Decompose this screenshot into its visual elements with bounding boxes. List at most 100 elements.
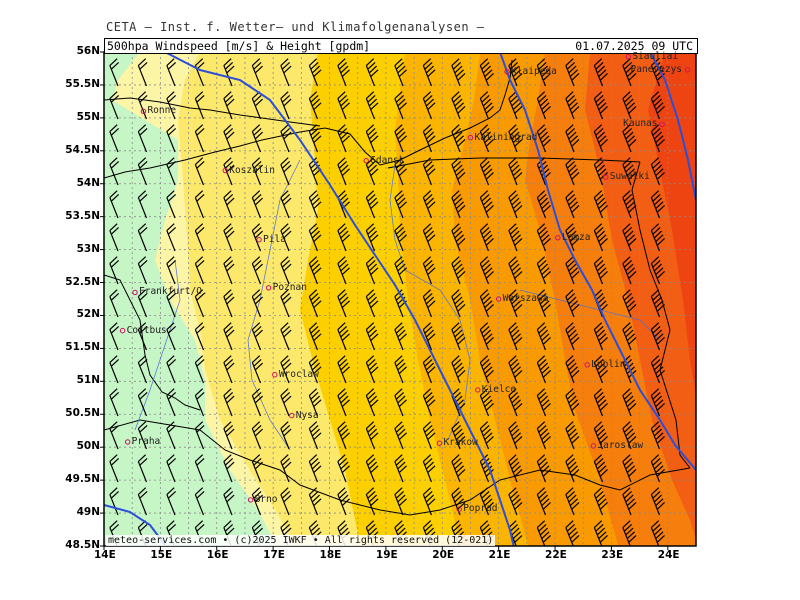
wind-barb-feather [424,391,433,400]
wind-barb-feather [569,366,578,375]
wind-barb-feather [422,421,432,430]
wind-barb-feather [484,267,493,276]
wind-barb-feather [166,388,175,397]
wind-barb-feather [313,201,322,210]
wind-barb-feather [571,502,580,510]
wind-barb-feather [397,428,406,437]
wind-barb-feather [253,61,262,70]
wind-barb-feather [340,461,349,470]
wind-barb-feather [481,193,490,202]
wind-barb-feather [451,454,460,463]
wind-barb-feather [596,131,606,140]
wind-barb-feather [166,91,175,100]
wind-barb-feather [223,487,232,496]
city-label: Ronne [147,105,177,117]
wind-barb-feather [341,432,350,441]
wind-barb-feather [137,91,147,100]
wind-barb-feather [536,124,546,133]
wind-barb-feather [425,263,435,272]
wind-barb-feather [367,193,376,202]
wind-barb-feather [109,190,118,199]
wind-barb-feather [485,436,494,444]
wind-barb-feather [427,366,436,375]
wind-barb-feather [511,296,520,305]
wind-barb-feather [626,102,635,111]
wind-barb-feather [370,168,379,177]
wind-barb-feather [109,289,118,298]
wind-barb-feather [280,190,289,199]
wind-barb-feather [655,399,664,408]
wind-barb-feather [623,259,633,268]
wind-barb-feather [481,61,490,70]
wind-barb-feather [368,131,378,140]
wind-barb-feather [599,106,608,114]
wind-barb-feather [593,355,603,364]
wind-barb-feather [370,333,379,342]
wind-barb-feather [310,259,319,268]
wind-barb-feather [451,190,460,199]
wind-barb-feather [509,457,519,466]
wind-barb-feather [656,304,665,312]
wind-barb-feather [565,487,574,496]
wind-barb-feather [598,432,607,441]
wind-barb-feather [167,457,177,466]
wind-barb-feather [566,490,576,499]
wind-barb-feather [625,65,634,74]
wind-barb-feather [397,197,406,206]
wind-barb-feather [110,424,120,433]
wind-barb-feather [514,502,523,510]
wind-barb-feather [365,91,375,100]
wind-barb-feather [652,391,661,400]
wind-barb-feather [568,329,577,338]
wind-barb-feather [311,98,321,107]
wind-barb-feather [452,358,462,367]
wind-barb-feather [569,300,578,309]
wind-barb-feather [226,65,235,74]
wind-barb-feather [625,131,634,140]
wind-barb-feather [479,58,489,67]
wind-barb-feather [454,296,463,305]
wind-barb-feather [536,388,546,397]
latitude-label: 51.5N [65,341,100,354]
wind-barb-feather [226,98,235,107]
wind-barb-feather [595,523,604,532]
wind-barb-feather [251,355,261,364]
wind-barb-feather [625,329,634,338]
wind-barb-feather [425,197,435,206]
wind-barb-feather [139,424,148,433]
wind-barb-feather [368,230,378,239]
wind-barb-feather [536,58,546,67]
wind-barb-feather [283,230,292,239]
wind-barb-feather [137,157,147,166]
wind-barb-feather [110,127,120,136]
wind-barb-feather [283,65,292,74]
wind-barb-feather [566,259,576,268]
wind-barb-feather [542,139,551,147]
wind-barb-feather [479,91,489,100]
wind-barb-feather [623,457,633,466]
wind-barb-feather [395,61,405,70]
wind-barb-feather [509,61,519,70]
wind-barb-feather [338,292,348,301]
wind-barb-feather [569,498,578,507]
wind-barb-feather [224,94,234,103]
wind-barb-feather [536,454,546,463]
wind-barb-feather [251,520,261,529]
wind-barb-feather [425,494,435,503]
wind-barb-feather [598,135,607,144]
wind-barb-feather [251,487,261,496]
wind-barb-feather [538,490,547,499]
wind-barb-feather [283,527,292,536]
wind-barb-feather [539,329,549,338]
wind-barb-feather [310,226,319,235]
wind-barb-feather [508,322,517,331]
wind-barb-feather [541,135,550,144]
wind-barb-feather [599,370,608,378]
wind-barb-feather [337,124,346,133]
wind-barb-feather [457,238,466,246]
wind-barb-feather [514,370,523,378]
wind-barb-feather [542,271,551,279]
wind-barb-feather [593,223,603,232]
wind-barb-feather [455,234,464,243]
